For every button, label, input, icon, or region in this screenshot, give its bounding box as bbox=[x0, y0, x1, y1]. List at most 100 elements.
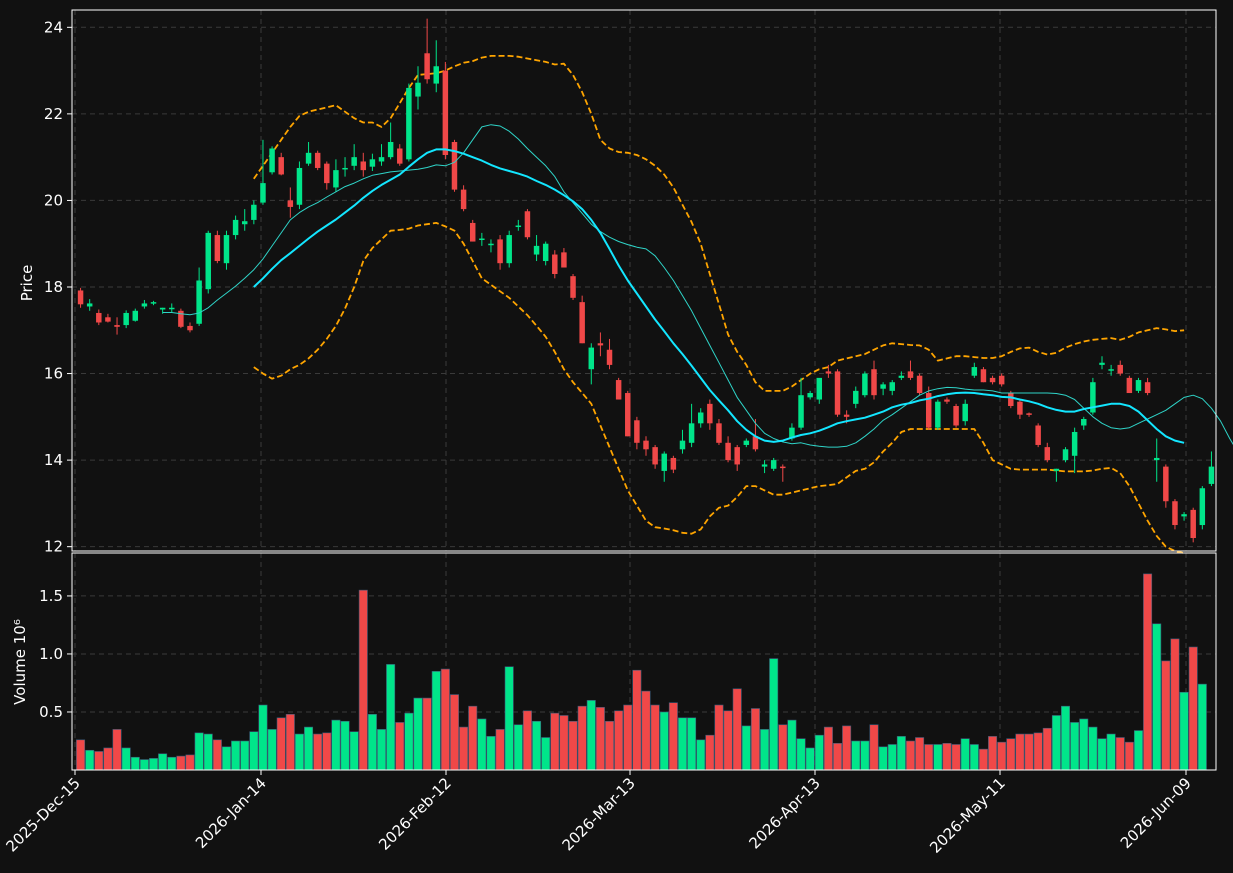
candle-down bbox=[643, 440, 649, 450]
candle-up bbox=[935, 401, 941, 428]
candle-up bbox=[488, 243, 494, 246]
candle-up bbox=[351, 157, 357, 166]
volume-bar-down bbox=[732, 688, 742, 771]
candle-up bbox=[533, 245, 540, 255]
candle-up bbox=[342, 167, 348, 170]
candle-down bbox=[460, 189, 467, 210]
candle-down bbox=[597, 343, 604, 346]
candle-up bbox=[251, 204, 257, 220]
volume-bar-down bbox=[905, 740, 915, 771]
volume-bar-up bbox=[130, 756, 140, 771]
volume-bar-up bbox=[1133, 730, 1143, 771]
volume-bar-down bbox=[495, 729, 505, 771]
price-y-tick-labels: 12 14 16 18 20 22 24 bbox=[44, 18, 72, 556]
volume-bar-down bbox=[605, 720, 615, 771]
volume-bar-down bbox=[358, 589, 368, 771]
volume-bar-down bbox=[595, 707, 605, 771]
volume-bar-up bbox=[760, 729, 770, 771]
volume-bar-down bbox=[988, 736, 998, 771]
price-y-tick-label: 18 bbox=[44, 278, 63, 296]
candle-down bbox=[1017, 401, 1023, 415]
volume-bar-down bbox=[112, 729, 122, 771]
candle-down bbox=[552, 254, 558, 275]
volume-bar-down bbox=[942, 743, 952, 771]
candle-up bbox=[1108, 369, 1114, 371]
volume-bar-up bbox=[1179, 691, 1189, 771]
volume-bar-down bbox=[778, 724, 788, 771]
candle-up bbox=[506, 235, 512, 264]
candle-down bbox=[652, 447, 658, 465]
volume-y-tick-label: 1.5 bbox=[39, 587, 63, 605]
volume-bar-down bbox=[1042, 727, 1052, 771]
volume-bar-down bbox=[522, 710, 532, 771]
volume-bar-up bbox=[139, 759, 149, 771]
candle-up bbox=[880, 384, 886, 389]
candle-up bbox=[853, 390, 859, 404]
candle-up bbox=[889, 382, 895, 391]
candle-down bbox=[278, 157, 284, 175]
volume-bar-down bbox=[577, 705, 587, 771]
volume-bar-down bbox=[94, 751, 104, 771]
candle-up bbox=[971, 367, 978, 376]
volume-bar-up bbox=[1079, 718, 1089, 771]
candle-up bbox=[196, 280, 202, 324]
candle-down bbox=[451, 142, 458, 190]
candle-down bbox=[424, 53, 430, 80]
candle-up bbox=[1062, 449, 1069, 461]
volume-bar-down bbox=[468, 705, 478, 771]
candle-up bbox=[1135, 380, 1142, 391]
candle-up bbox=[141, 303, 148, 307]
candle-up bbox=[479, 238, 485, 241]
candle-down bbox=[1190, 509, 1196, 539]
volume-bar-down bbox=[614, 710, 624, 771]
candle-up bbox=[542, 243, 549, 262]
candle-up bbox=[159, 307, 166, 310]
candle-down bbox=[469, 222, 476, 242]
volume-bar-up bbox=[586, 700, 596, 771]
volume-bar-up bbox=[796, 738, 806, 771]
volume-bar-down bbox=[951, 744, 961, 771]
volume-y-tick-label: 0.5 bbox=[39, 703, 63, 721]
volume-bar-down bbox=[313, 733, 323, 771]
candle-up bbox=[123, 312, 129, 326]
volume-bar-up bbox=[1097, 738, 1107, 771]
candle-down bbox=[606, 349, 613, 365]
candle-down bbox=[397, 148, 403, 164]
candle-down bbox=[725, 442, 731, 461]
volume-bar-up bbox=[167, 756, 177, 771]
candle-down bbox=[944, 399, 950, 402]
volume-bar-up bbox=[431, 671, 441, 771]
volume-bar-down bbox=[623, 704, 633, 771]
volume-bar-up bbox=[331, 719, 341, 771]
candle-down bbox=[524, 211, 531, 238]
volume-bar-up bbox=[149, 758, 159, 771]
volume-bar-up bbox=[258, 704, 268, 771]
volume-bar-down bbox=[842, 725, 852, 771]
candlesticks bbox=[77, 18, 1215, 543]
volume-bar-down bbox=[1170, 638, 1180, 771]
volume-bar-up bbox=[513, 724, 523, 771]
volume-y-tick-labels: 0.5 1.0 1.5 bbox=[39, 587, 72, 721]
volume-bar-up bbox=[231, 740, 241, 771]
volume-bar-down bbox=[559, 715, 569, 771]
candle-down bbox=[1172, 501, 1178, 526]
volume-bar-up bbox=[377, 729, 387, 771]
candle-down bbox=[1008, 393, 1014, 407]
volume-bar-up bbox=[504, 666, 514, 771]
candle-down bbox=[1044, 447, 1051, 461]
volume-bar-up bbox=[851, 740, 861, 771]
candle-up bbox=[1181, 514, 1187, 517]
volume-bar-up bbox=[787, 719, 797, 771]
candle-up bbox=[241, 221, 248, 225]
volume-bar-up bbox=[85, 749, 95, 771]
candle-up bbox=[697, 412, 704, 424]
volume-bar-down bbox=[395, 722, 405, 771]
candle-up bbox=[661, 453, 667, 471]
candle-up bbox=[205, 232, 211, 290]
lower-band-line bbox=[253, 221, 1185, 555]
volume-bar-up bbox=[860, 740, 870, 771]
volume-bar-up bbox=[1088, 726, 1098, 771]
volume-bar-down bbox=[750, 708, 760, 771]
candle-down bbox=[214, 235, 221, 262]
candle-down bbox=[907, 371, 914, 378]
